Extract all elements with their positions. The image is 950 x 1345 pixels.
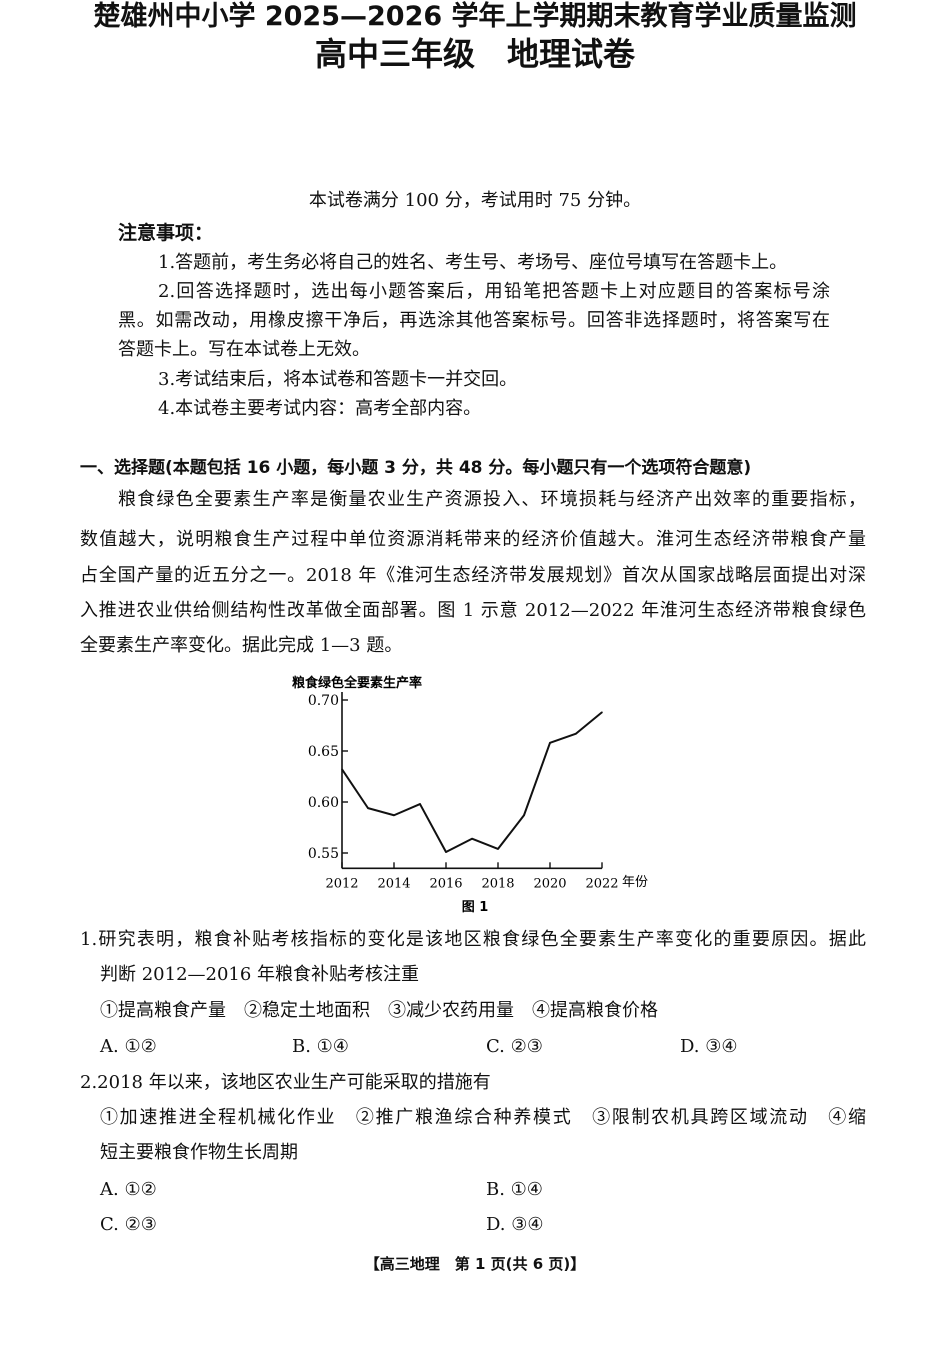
y-axis-label: 粮食绿色全要素生产率: [292, 675, 422, 691]
x-tick-label: 2020: [533, 876, 566, 891]
question-2-items: 短主要粮食作物生长周期: [100, 1142, 298, 1163]
passage-line: 占全国产量的近五分之一。2018 年《淮河生态经济带发展规划》首次从国家战略层面…: [80, 565, 866, 586]
y-tick-label: 0.55: [308, 846, 339, 862]
notice-line: 4.本试卷主要考试内容：高考全部内容。: [158, 398, 482, 419]
q2-option-d[interactable]: D. ③④: [486, 1214, 544, 1235]
passage-line: 数值越大，说明粮食生产过程中单位资源消耗带来的经济价值越大。淮河生态经济带粮食产…: [80, 529, 866, 550]
data-point: [523, 814, 525, 817]
data-point: [367, 807, 369, 809]
figure-caption: 图 1: [462, 900, 489, 915]
data-point: [601, 711, 603, 714]
q2-option-b[interactable]: B. ①④: [486, 1179, 543, 1200]
question-1-items: ①提高粮食产量 ②稳定土地面积 ③减少农药用量 ④提高粮食价格: [100, 1000, 658, 1021]
q2-option-a[interactable]: A. ①②: [100, 1179, 157, 1200]
y-tick-label: 0.60: [308, 795, 339, 811]
y-tick-label: 0.70: [308, 693, 339, 709]
q2-option-c[interactable]: C. ②③: [100, 1214, 157, 1235]
data-point: [497, 848, 499, 850]
q1-option-a[interactable]: A. ①②: [100, 1036, 157, 1057]
x-tick-label: 2018: [481, 876, 514, 891]
q1-option-b[interactable]: B. ①④: [292, 1036, 349, 1057]
q1-option-c[interactable]: C. ②③: [486, 1036, 543, 1057]
passage-line: 入推进农业供给侧结构性改革做全面部署。图 1 示意 2012—2022 年淮河生…: [80, 600, 866, 621]
data-point: [471, 837, 473, 840]
x-tick-label: 2014: [377, 876, 410, 891]
notice-line: 答题卡上。写在本试卷上无效。: [118, 339, 370, 360]
q1-option-d[interactable]: D. ③④: [680, 1036, 738, 1057]
x-tick-label: 2022: [585, 876, 618, 891]
data-point: [549, 742, 551, 744]
x-tick-label: 2016: [429, 876, 462, 891]
exam-title: 楚雄州中小学 2025—2026 学年上学期期末教育学业质量监测: [93, 1, 857, 32]
data-point: [575, 732, 577, 735]
notice-line: 2.回答选择题时，选出每小题答案后，用铅笔把答题卡上对应题目的答案标号涂: [158, 281, 830, 302]
exam-info: 本试卷满分 100 分，考试用时 75 分钟。: [308, 190, 642, 211]
notice-line: 黑。如需改动，用橡皮擦干净后，再选涂其他答案标号。回答非选择题时，将答案写在: [118, 310, 830, 331]
x-axis-label: 年份: [622, 875, 648, 890]
notice-line: 3.考试结束后，将本试卷和答题卡一并交回。: [158, 369, 518, 390]
question-2-items: ①加速推进全程机械化作业 ②推广粮渔综合种养模式 ③限制农机具跨区域流动 ④缩: [100, 1107, 866, 1128]
question-1-stem: 1.研究表明，粮食补贴考核指标的变化是该地区粮食绿色全要素生产率变化的重要原因。…: [80, 929, 866, 950]
passage-line: 全要素生产率变化。据此完成 1—3 题。: [80, 635, 403, 656]
passage-line: 粮食绿色全要素生产率是衡量农业生产资源投入、环境损耗与经济产出效率的重要指标，: [118, 489, 866, 510]
section-heading: 一、选择题(本题包括 16 小题，每小题 3 分，共 48 分。每小题只有一个选…: [80, 458, 752, 478]
page-footer: 【高三地理 第 1 页(共 6 页)】: [364, 1255, 586, 1273]
notice-heading: 注意事项：: [118, 222, 214, 244]
question-1-stem: 判断 2012—2016 年粮食补贴考核注重: [100, 964, 420, 985]
question-2-stem: 2.2018 年以来，该地区农业生产可能采取的措施有: [80, 1072, 491, 1093]
x-tick-label: 2012: [325, 876, 358, 891]
data-point: [341, 768, 343, 771]
data-point: [419, 803, 421, 805]
data-point: [445, 851, 447, 853]
notice-line: 1.答题前，考生务必将自己的姓名、考生号、考场号、座位号填写在答题卡上。: [158, 252, 788, 273]
y-tick-label: 0.65: [308, 744, 339, 760]
figure-1-line-chart: 粮食绿色全要素生产率 年份 图 1 0.55 0.60 0.65 0.70 2012 20…: [292, 675, 648, 915]
data-point: [393, 814, 395, 817]
series-line: [341, 711, 603, 853]
exam-subtitle: 高中三年级 地理试卷: [314, 35, 635, 73]
